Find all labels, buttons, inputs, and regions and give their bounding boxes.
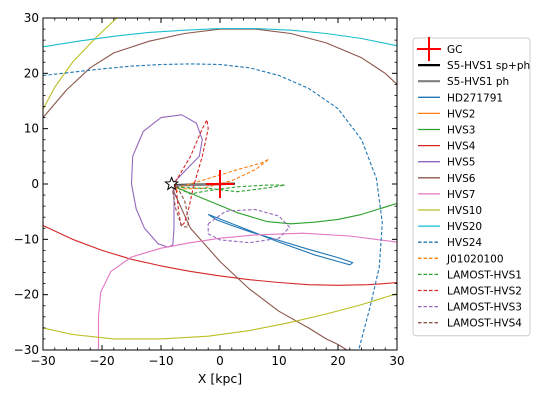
gc-marker xyxy=(206,170,234,198)
series-line-18 xyxy=(207,208,291,244)
x-tick-label-0: −30 xyxy=(30,354,55,368)
legend-label-0: GC xyxy=(447,44,462,56)
legend-label-1: S5-HVS1 sp+ph xyxy=(447,60,530,72)
series-line-17 xyxy=(174,119,209,227)
legend-label-3: HD271791 xyxy=(447,92,503,104)
series-line-9 xyxy=(172,189,348,350)
x-tick-label-4: 10 xyxy=(271,354,286,368)
legend-label-8: HVS6 xyxy=(447,173,476,185)
sun-star-marker xyxy=(164,176,180,191)
series-line-12 xyxy=(43,293,397,340)
x-tick-label-5: 20 xyxy=(330,354,345,368)
series-line-16 xyxy=(175,184,286,195)
x-axis-label: X [kpc] xyxy=(198,371,242,386)
x-tick-label-6: 30 xyxy=(389,354,404,368)
y-tick-label-3: 0 xyxy=(31,177,39,191)
legend-frame xyxy=(412,37,531,337)
series-line-7 xyxy=(130,114,203,248)
legend-label-7: HVS5 xyxy=(447,157,475,169)
legend-label-10: HVS10 xyxy=(447,205,482,217)
x-tick-label-2: −10 xyxy=(148,354,173,368)
legend-label-9: HVS7 xyxy=(447,189,475,201)
series-line-10 xyxy=(97,232,397,350)
marker-layer xyxy=(164,170,234,198)
series-line-19 xyxy=(172,180,190,228)
series-line-3 xyxy=(207,213,354,266)
series-line-11 xyxy=(43,18,118,110)
legend-label-15: LAMOST-HVS2 xyxy=(447,286,522,298)
series-layer xyxy=(43,18,397,350)
legend-label-5: HVS3 xyxy=(447,125,475,137)
legend-label-17: LAMOST-HVS4 xyxy=(447,318,522,330)
series-line-13 xyxy=(43,27,397,48)
legend-label-2: S5-HVS1 ph xyxy=(447,76,509,88)
legend-label-6: HVS4 xyxy=(447,141,476,153)
legend-label-12: HVS24 xyxy=(447,237,482,249)
x-tick-label-3: 0 xyxy=(216,354,224,368)
legend-marker-0 xyxy=(417,37,441,61)
y-tick-label-5: 20 xyxy=(24,66,39,80)
legend-label-4: HVS2 xyxy=(447,108,475,120)
y-tick-label-1: −20 xyxy=(14,288,39,302)
x-tick-label-1: −20 xyxy=(89,354,114,368)
y-tick-label-4: 10 xyxy=(24,122,39,136)
series-line-5 xyxy=(178,187,397,225)
series-line-14 xyxy=(43,63,383,350)
legend-label-11: HVS20 xyxy=(447,221,482,233)
legend-label-13: J01020100 xyxy=(446,253,504,265)
series-line-6 xyxy=(43,225,397,286)
y-tick-label-2: −10 xyxy=(14,232,39,246)
legend: GC S5-HVS1 sp+ph S5-HVS1 ph HD271791 HVS2 HVS… xyxy=(412,37,531,337)
series-line-15 xyxy=(175,158,270,190)
axis-layer: −30 −20 −10 0 10 20 30 −30 −20 −10 0 10 20 30 xyxy=(14,11,405,368)
y-tick-label-6: 30 xyxy=(24,11,39,25)
legend-label-16: LAMOST-HVS3 xyxy=(447,302,522,314)
y-tick-label-0: −30 xyxy=(14,343,39,357)
legend-label-14: LAMOST-HVS1 xyxy=(447,269,522,281)
series-line-8 xyxy=(43,28,397,118)
